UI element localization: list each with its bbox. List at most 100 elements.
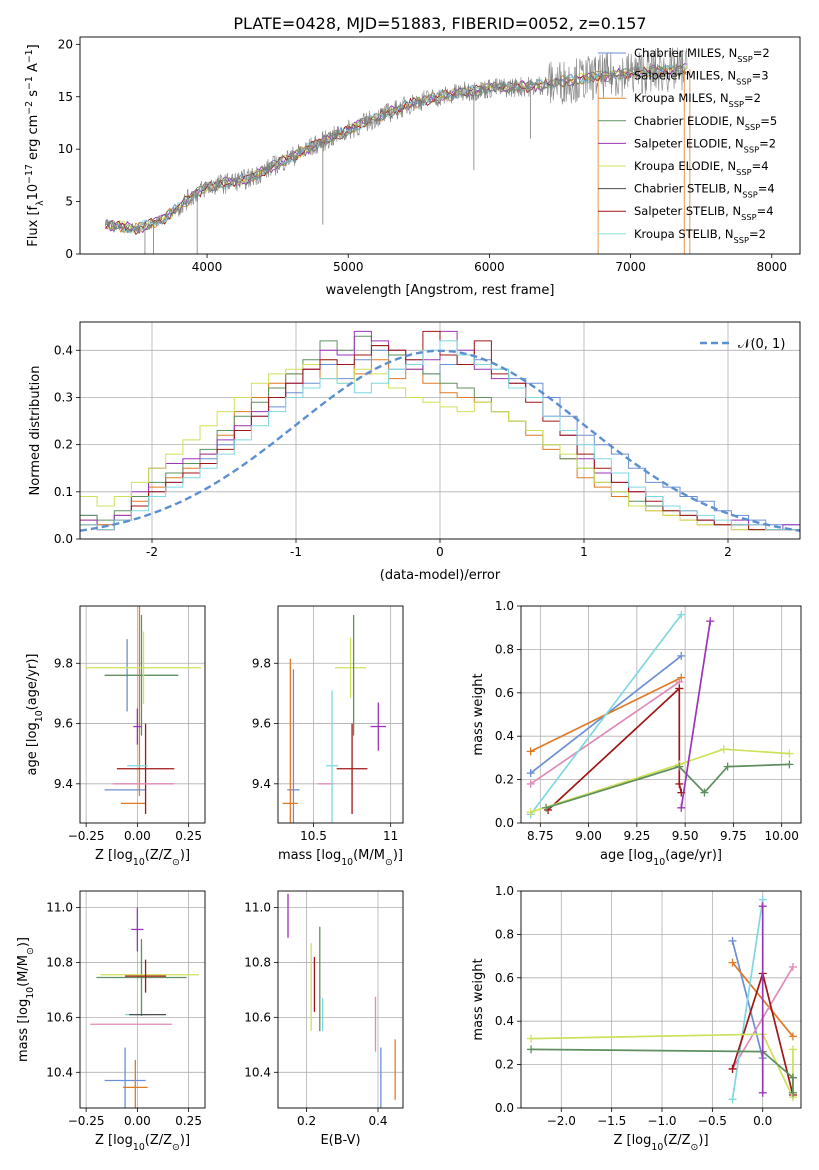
tick-label-y: 10 [58,142,73,156]
legend-entry-part: SSP [741,212,756,222]
tick-label-x: −0.5 [698,1114,727,1128]
tick-label-y: 0.6 [495,686,514,700]
plot-area-mass_vs_Z [80,891,205,1108]
xlabel-mass_vs_Z-part: 10 [133,1142,145,1153]
legend-entry-part: Kroupa ELODIE, N [634,159,736,173]
plot-area-residuals [80,322,800,539]
axes-frame [520,605,802,824]
model-spectrum-kroupa_elodie [105,64,687,234]
xlabel-massweight_vs_Z-part: ⊙ [691,1142,699,1153]
legend-entry-part: =3 [752,69,769,83]
observed-spectrum [105,47,688,234]
legend-entry-part: =4 [757,204,774,218]
axes-frame [79,605,206,824]
tick-label-x: −2.0 [547,1114,576,1128]
tick-label-y: 0.4 [54,343,73,357]
axes-frame [79,890,206,1109]
ylabel-spectrum-part: −1 [24,76,35,90]
tick-label-y: 9.4 [54,777,73,791]
ylabel-mass_vs_Z-part: ⊙ [25,947,36,955]
ylabel-spectrum-part: ] [26,44,41,49]
tick-label-y: 10.6 [46,1010,73,1024]
xlabel-massweight_vs_Z-part: Z [log [613,1133,651,1148]
xlabel-massweight_vs_age-part: age [log [600,848,653,863]
legend-entry-part: =4 [752,159,769,173]
legend-entry-part: SSP [736,167,751,177]
tick-label-y: 11.0 [46,900,73,914]
ylabel-massweight_vs_Z: mass weight [471,958,486,1040]
legend-entry-part: SSP [736,77,751,87]
tick-label-x: 0.25 [175,829,202,843]
ylabel-spectrum: Flux [fλ10−17 erg cm−2 s−1 A−1] [24,44,46,246]
histogram-step-4 [80,359,800,539]
tick-label-x: 7000 [615,260,646,274]
axes-massweight_vs_Z: −2.0 −1.5 −1.0 −0.5 0.0 0.0 0.2 0.4 0.6 0.8 1.0 [495,884,802,1128]
tick-label-x: 0.00 [124,1114,151,1128]
tick-label-y: 0 [65,247,73,261]
tick-label-x: 9.00 [575,829,602,843]
tick-label-x: 0 [436,545,444,559]
axes-age_vs_Z: −0.25 0.00 0.25 9.4 9.6 9.8 [54,605,206,843]
legend-entry-part: Chabrier MILES, N [634,46,737,60]
xlabel-age_vs_Z-part: )] [180,848,190,863]
xlabel-mass_vs_EBV: E(B-V) [320,1133,360,1148]
ylabel-massweight_vs_age: mass weight [471,673,486,755]
model-spectrum-chabrier_elodie [105,65,687,234]
legend-entry-part: Salpeter MILES, N [634,69,736,83]
tick-label-x: 4000 [192,260,223,274]
xlabel-massweight_vs_Z: Z [log10(Z/Z⊙)] [613,1133,708,1153]
legend-entry: Chabrier ELODIE, NSSP=5 [634,114,777,132]
tick-label-y: 9.4 [252,777,271,791]
tick-label-y: 0.3 [54,390,73,404]
tick-label-x: 8.75 [527,829,554,843]
tick-label-y: 10.8 [46,955,73,969]
legend-entry-part: =4 [758,182,775,196]
plot-area-age_vs_mass [278,606,403,823]
tick-label-y: 0.0 [495,816,514,830]
legend-gaussian-label: 𝒩(0, 1) [738,337,785,352]
xlabel-age_vs_Z: Z [log10(Z/Z⊙)] [95,848,190,868]
histogram-step-6 [80,340,800,539]
histogram-step-5 [80,330,800,539]
tick-label-x: 0.2 [297,1114,316,1128]
tick-label-y: 0.4 [495,1014,514,1028]
tick-label-y: 9.6 [54,717,73,731]
tick-label-x: −1.0 [647,1114,676,1128]
xlabel-massweight_vs_age-part: (age/yr)] [665,848,722,863]
gaussian-curve [80,349,800,532]
ylabel-spectrum-part: −1 [24,49,35,63]
tick-label-y: 1.0 [495,599,514,613]
legend-entry-part: SSP [734,235,749,245]
legend-entry-part: SSP [742,190,757,200]
tick-label-y: 0.2 [495,1058,514,1072]
legend-entry-part: SSP [744,144,759,154]
legend-entry-part: Salpeter ELODIE, N [634,136,744,150]
tick-label-y: 0.8 [495,927,514,941]
mass-weight-line-7 [680,621,712,808]
ylabel-spectrum-part: Flux [f [26,205,41,246]
tick-label-y: 0.8 [495,642,514,656]
xlabel-age_vs_Z-part: Z [log [95,848,133,863]
tick-label-y: 1.0 [495,884,514,898]
mass-weight-line-2 [530,681,680,785]
ylabel-age_vs_Z-part: age [log [25,722,40,775]
xlabel-age_vs_Z-part: 10 [133,857,145,868]
xlabel-massweight_vs_Z-part: )] [698,1133,708,1148]
tick-label-y: 0.2 [495,773,514,787]
mass-weight-line-3 [530,614,682,815]
ylabel-mass_vs_Z-part: 10 [25,987,36,999]
mass-weight-line-6 [531,1048,794,1093]
xlabel-age_vs_mass: mass [log10(M/M⊙)] [278,848,403,868]
tick-label-y: 15 [58,90,73,104]
ylabel-mass_vs_Z-part: )] [16,937,31,947]
tick-label-x: −0.25 [68,1114,105,1128]
legend-entry-part: Chabrier ELODIE, N [634,114,745,128]
legend-entry-part: =5 [760,114,777,128]
tick-label-x: 9.75 [720,829,747,843]
xlabel-residuals: (data-model)/error [380,568,501,583]
legend-entry-part: =2 [749,227,766,241]
legend-entry-part: SSP [729,99,744,109]
legend-entry-part: SSP [737,54,752,64]
tick-label-y: 0.6 [495,971,514,985]
